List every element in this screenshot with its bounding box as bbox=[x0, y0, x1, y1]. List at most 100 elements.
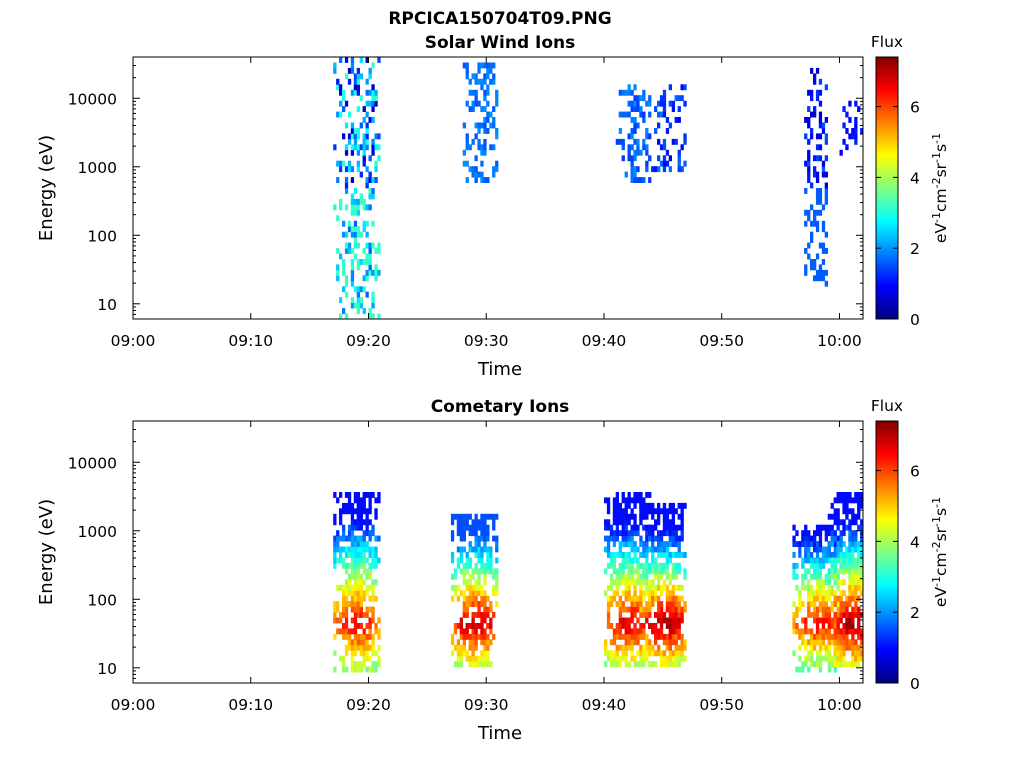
x-axis-label: Time bbox=[477, 359, 522, 380]
heatmap-cell bbox=[453, 628, 458, 635]
heatmap-cell bbox=[857, 513, 861, 520]
heatmap-cell bbox=[798, 628, 802, 635]
heatmap-cell bbox=[810, 67, 814, 74]
heatmap-cell bbox=[851, 546, 855, 553]
heatmap-cell bbox=[671, 628, 675, 635]
heatmap-cell bbox=[362, 117, 366, 123]
heatmap-cell bbox=[636, 144, 640, 151]
heatmap-cell bbox=[866, 650, 869, 656]
heatmap-cell bbox=[483, 106, 487, 112]
heatmap-cell bbox=[624, 519, 628, 526]
heatmap-cell bbox=[456, 639, 461, 646]
heatmap-cell bbox=[483, 606, 487, 613]
heatmap-cell bbox=[671, 590, 675, 597]
heatmap-cell bbox=[339, 492, 343, 498]
heatmap-cell bbox=[618, 502, 622, 509]
x-tick-label: 09:00 bbox=[111, 332, 156, 350]
heatmap-cell bbox=[347, 497, 352, 504]
heatmap-cell bbox=[845, 562, 849, 569]
heatmap-cell bbox=[621, 530, 625, 537]
heatmap-cell bbox=[815, 595, 820, 602]
heatmap-cell bbox=[659, 144, 664, 151]
heatmap-cell bbox=[662, 546, 667, 553]
heatmap-cell bbox=[659, 535, 664, 542]
heatmap-cell bbox=[630, 530, 634, 537]
heatmap-cell bbox=[827, 617, 831, 624]
heatmap-cell bbox=[668, 502, 672, 509]
heatmap-cell bbox=[477, 62, 481, 69]
heatmap-cell bbox=[468, 530, 472, 537]
heatmap-cell bbox=[489, 601, 493, 607]
heatmap-cell bbox=[480, 595, 484, 602]
heatmap-cell bbox=[483, 541, 487, 547]
heatmap-cell bbox=[477, 568, 481, 575]
heatmap-cell bbox=[810, 590, 814, 597]
heatmap-cell bbox=[362, 149, 366, 156]
heatmap-cell bbox=[807, 155, 811, 162]
heatmap-cell bbox=[627, 541, 631, 547]
heatmap-cell bbox=[836, 633, 840, 640]
heatmap-cell bbox=[654, 633, 658, 640]
heatmap-cell bbox=[353, 231, 358, 238]
heatmap-cell bbox=[683, 644, 687, 651]
heatmap-cell bbox=[365, 584, 369, 591]
heatmap-cell bbox=[630, 579, 634, 586]
heatmap-cell bbox=[456, 513, 461, 520]
heatmap-cell bbox=[807, 253, 811, 260]
heatmap-cell bbox=[810, 95, 814, 102]
heatmap-cell bbox=[359, 601, 363, 607]
heatmap-cell bbox=[813, 617, 817, 624]
heatmap-cell bbox=[677, 562, 681, 569]
heatmap-cell bbox=[471, 100, 475, 107]
heatmap-cell bbox=[627, 144, 631, 151]
heatmap-cell bbox=[609, 584, 614, 591]
heatmap-cell bbox=[827, 530, 831, 537]
heatmap-cell bbox=[483, 601, 487, 607]
heatmap-cell bbox=[807, 579, 811, 586]
heatmap-cell bbox=[810, 655, 814, 662]
heatmap-cell bbox=[818, 269, 823, 276]
heatmap-cell bbox=[680, 530, 684, 537]
heatmap-cell bbox=[836, 584, 840, 591]
heatmap-cell bbox=[495, 579, 499, 586]
heatmap-cell bbox=[356, 160, 360, 167]
heatmap-cell bbox=[860, 628, 863, 635]
heatmap-cell bbox=[662, 568, 667, 575]
heatmap-cell bbox=[648, 502, 652, 509]
figure-title: RPCICA150704T09.PNG bbox=[388, 9, 611, 29]
heatmap-cell bbox=[371, 62, 375, 69]
heatmap-cell bbox=[798, 644, 802, 651]
heatmap-cell bbox=[486, 623, 490, 629]
heatmap-cell bbox=[815, 133, 820, 140]
heatmap-cell bbox=[462, 595, 466, 602]
heatmap-cell bbox=[480, 84, 484, 91]
heatmap-cell bbox=[651, 166, 655, 173]
heatmap-cell bbox=[350, 644, 355, 651]
heatmap-cell bbox=[371, 144, 375, 151]
heatmap-cell bbox=[836, 639, 840, 646]
heatmap-cell bbox=[827, 623, 831, 629]
heatmap-cell bbox=[845, 111, 849, 118]
heatmap-cell bbox=[362, 204, 366, 211]
heatmap-cell bbox=[465, 100, 469, 107]
heatmap-cell bbox=[807, 655, 811, 662]
heatmap-cell bbox=[377, 248, 381, 254]
heatmap-cell bbox=[624, 562, 628, 569]
x-tick-label: 09:00 bbox=[111, 696, 156, 714]
heatmap-cell bbox=[639, 497, 643, 504]
heatmap-cell bbox=[854, 590, 858, 597]
heatmap-cell bbox=[810, 237, 814, 243]
heatmap-cell bbox=[489, 557, 493, 564]
heatmap-cell bbox=[648, 650, 652, 657]
heatmap-cell bbox=[365, 291, 369, 298]
heatmap-cell bbox=[842, 552, 846, 558]
heatmap-cell bbox=[459, 513, 463, 520]
heatmap-cell bbox=[606, 655, 611, 662]
heatmap-cell bbox=[810, 612, 814, 618]
heatmap-cell bbox=[618, 633, 622, 640]
heatmap-cell bbox=[609, 524, 614, 531]
heatmap-cell bbox=[815, 198, 820, 205]
heatmap-cell bbox=[680, 644, 684, 651]
heatmap-cell bbox=[362, 519, 366, 526]
